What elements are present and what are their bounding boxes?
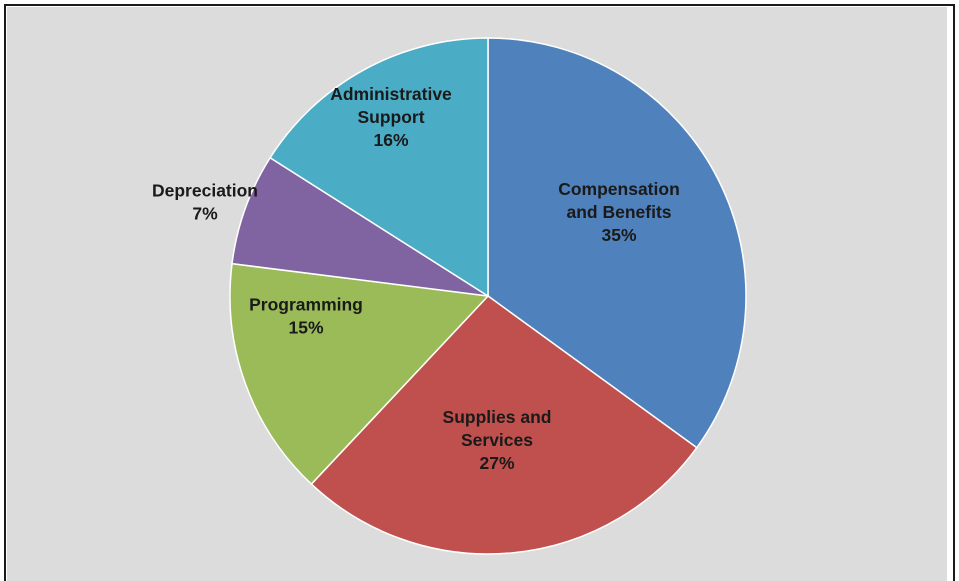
slice-percent-label: 15% bbox=[288, 318, 323, 338]
slice-category-label: Support bbox=[357, 107, 424, 127]
slice-percent-label: 35% bbox=[601, 225, 636, 245]
slice-percent-label: 16% bbox=[373, 130, 408, 150]
pie-slice-label-1: Supplies and Services 27% bbox=[443, 407, 552, 473]
pie-slice-label-2: Programming 15% bbox=[249, 295, 363, 338]
slice-category-label: Programming bbox=[249, 295, 363, 315]
slice-category-label: Services bbox=[461, 430, 533, 450]
slice-percent-label: 7% bbox=[192, 204, 218, 224]
slice-percent-label: 27% bbox=[479, 453, 514, 473]
slice-category-label: Depreciation bbox=[152, 181, 258, 201]
pie-slices bbox=[229, 37, 747, 555]
pie-labels: Compensation and Benefits 35%Supplies and S… bbox=[152, 84, 680, 473]
pie-slice-1 bbox=[310, 295, 698, 555]
slice-category-label: Supplies and bbox=[443, 407, 552, 427]
pie-slice-3 bbox=[231, 156, 489, 297]
pie-slice-4 bbox=[269, 37, 489, 298]
pie-slice-label-0: Compensation and Benefits 35% bbox=[558, 179, 680, 245]
pie-slice-label-3: Depreciation 7% bbox=[152, 181, 258, 224]
slice-category-label: Administrative bbox=[330, 84, 452, 104]
pie-slice-label-4: Administrative Support 16% bbox=[330, 84, 452, 150]
pie-slice-0 bbox=[487, 37, 747, 449]
pie-slice-2 bbox=[229, 262, 490, 486]
slice-category-label: Compensation bbox=[558, 179, 680, 199]
slice-category-label: and Benefits bbox=[566, 202, 671, 222]
